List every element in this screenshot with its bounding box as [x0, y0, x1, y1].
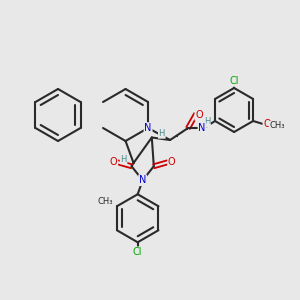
Text: O: O: [263, 119, 271, 129]
Text: CH₃: CH₃: [97, 197, 112, 206]
Text: N: N: [144, 123, 152, 133]
Text: O: O: [195, 110, 203, 120]
Text: Cl: Cl: [229, 76, 239, 86]
Text: H: H: [159, 129, 165, 138]
Text: CH₃: CH₃: [269, 122, 285, 130]
Text: Cl: Cl: [133, 247, 142, 257]
Text: N: N: [198, 123, 206, 133]
Text: N: N: [139, 175, 146, 185]
Text: H: H: [120, 154, 127, 164]
Text: O: O: [168, 157, 176, 167]
Text: O: O: [110, 157, 117, 167]
Text: H: H: [204, 118, 210, 127]
